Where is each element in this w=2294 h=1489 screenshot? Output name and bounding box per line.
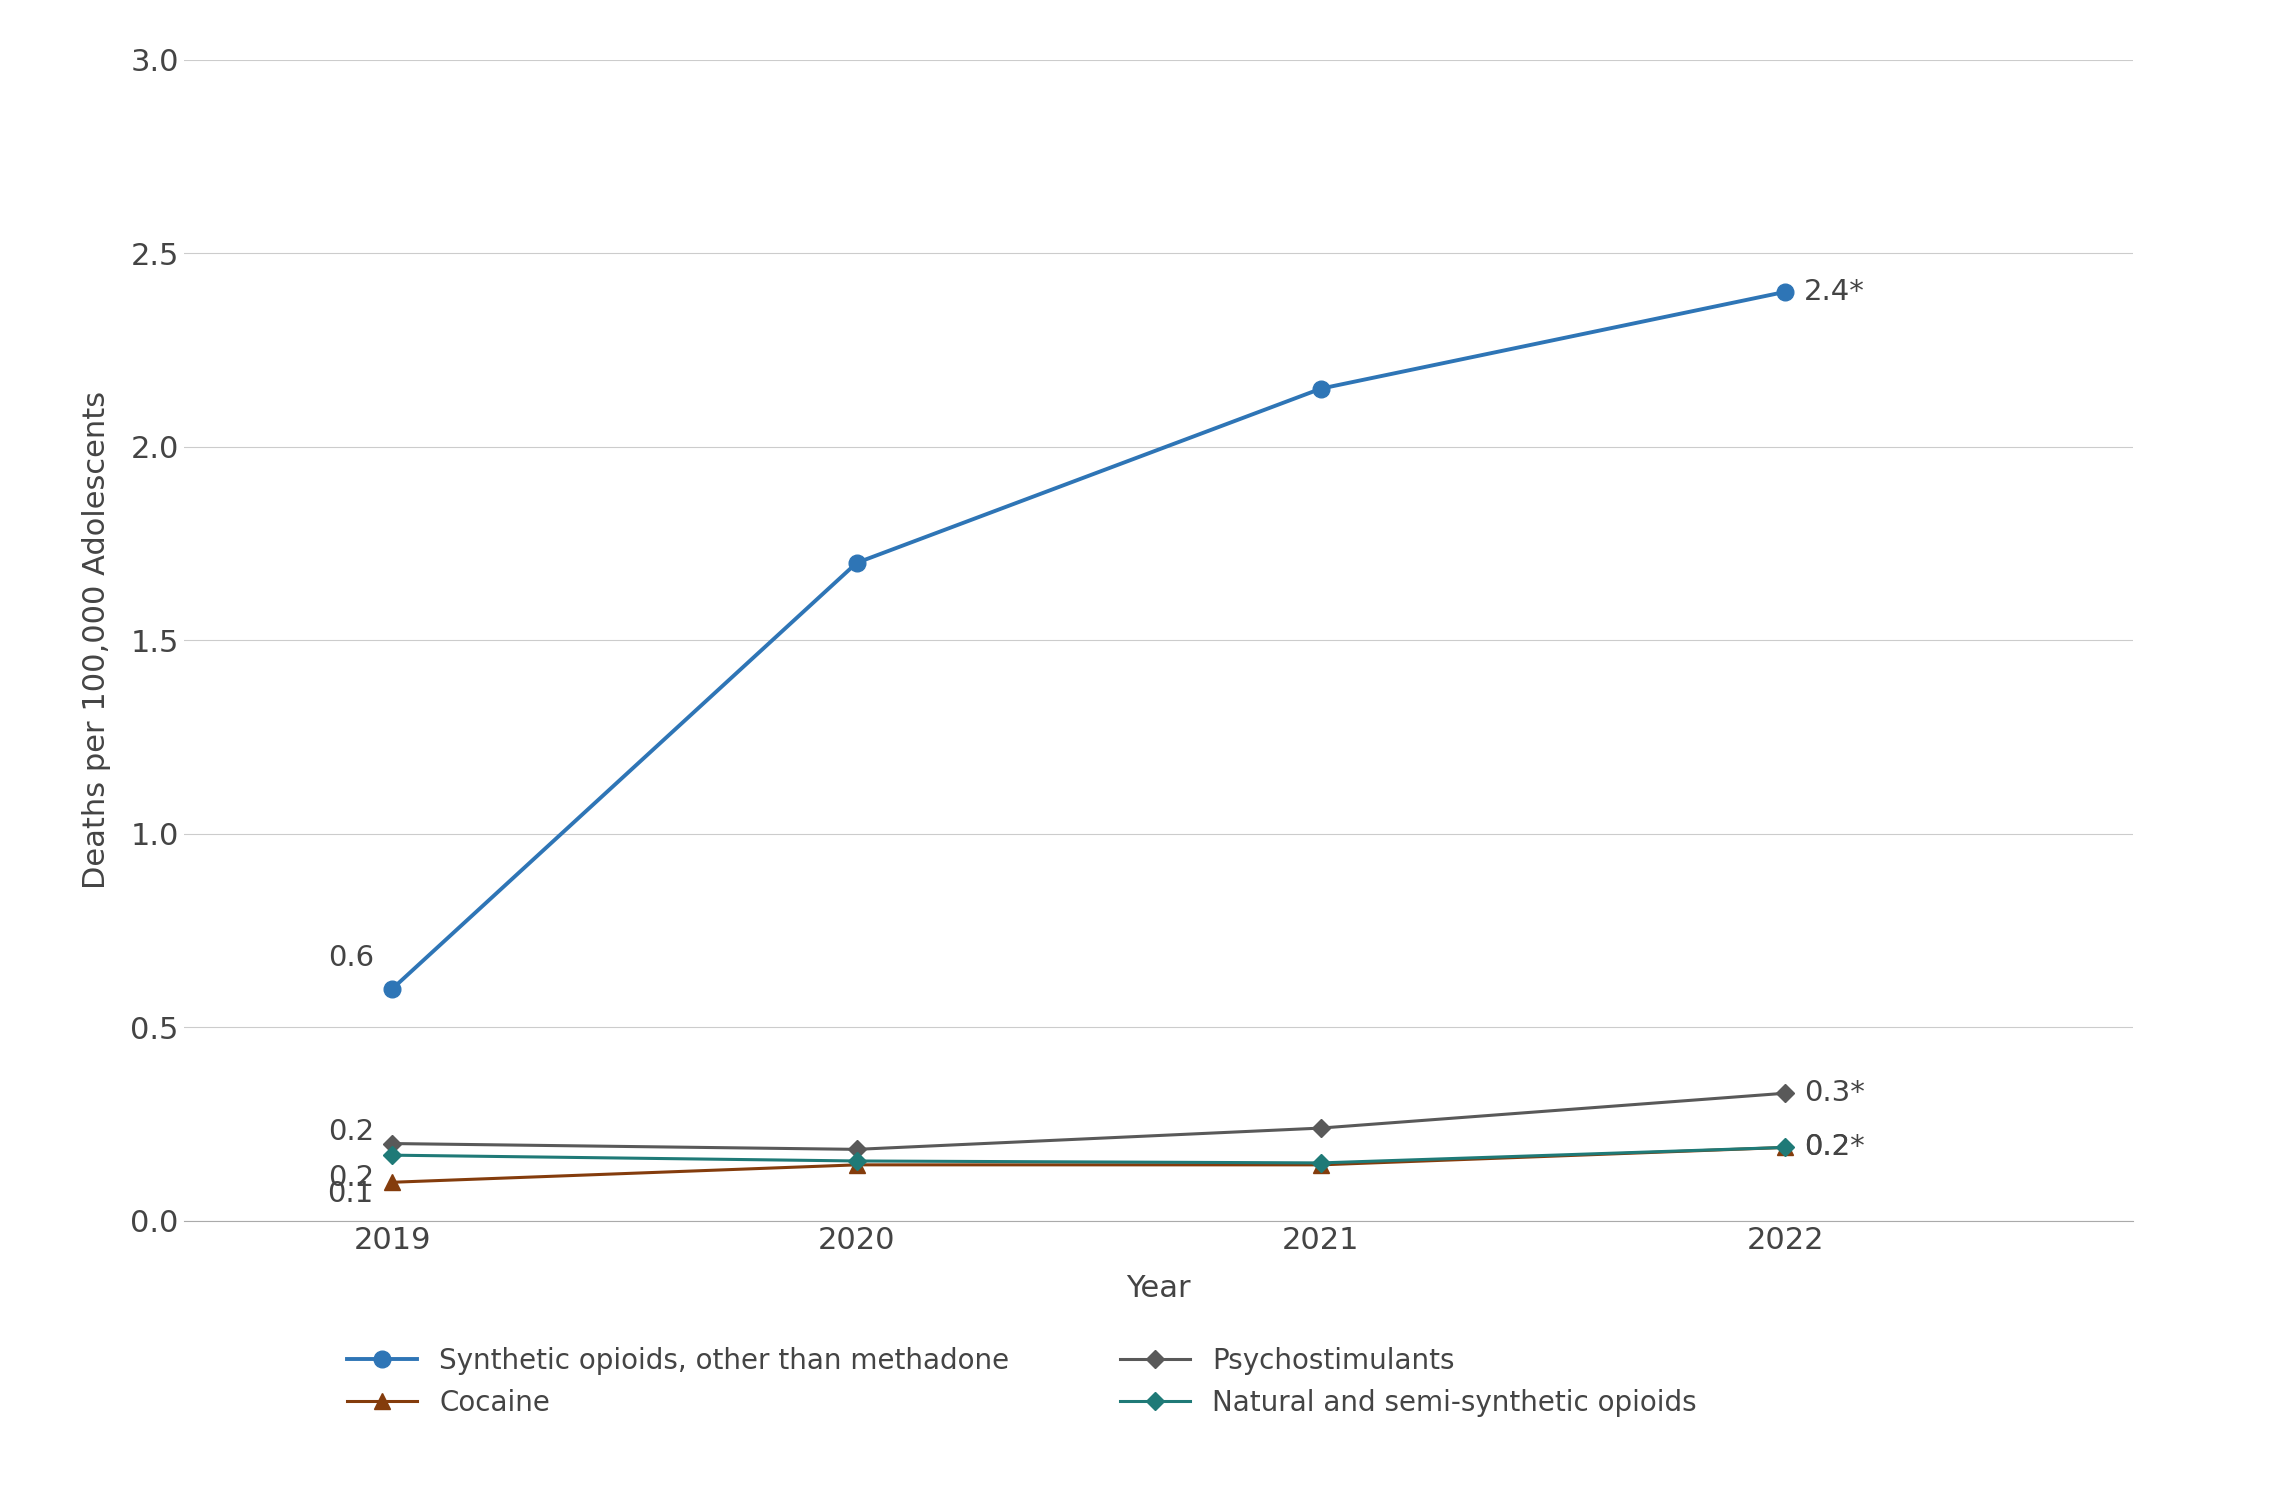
Text: 0.2*: 0.2* bbox=[1803, 1133, 1865, 1161]
Text: 0.2: 0.2 bbox=[328, 1164, 374, 1193]
Legend: Synthetic opioids, other than methadone, Cocaine, Psychostimulants, Natural and : Synthetic opioids, other than methadone,… bbox=[337, 1336, 1707, 1428]
Text: 0.1: 0.1 bbox=[328, 1179, 374, 1208]
Text: 0.3*: 0.3* bbox=[1803, 1080, 1865, 1108]
Y-axis label: Deaths per 100,000 Adolescents: Deaths per 100,000 Adolescents bbox=[83, 392, 110, 889]
X-axis label: Year: Year bbox=[1126, 1275, 1191, 1303]
Text: 0.2: 0.2 bbox=[328, 1118, 374, 1147]
Text: 2.4*: 2.4* bbox=[1803, 278, 1865, 305]
Text: 0.2: 0.2 bbox=[1803, 1133, 1849, 1161]
Text: 0.6: 0.6 bbox=[328, 944, 374, 972]
